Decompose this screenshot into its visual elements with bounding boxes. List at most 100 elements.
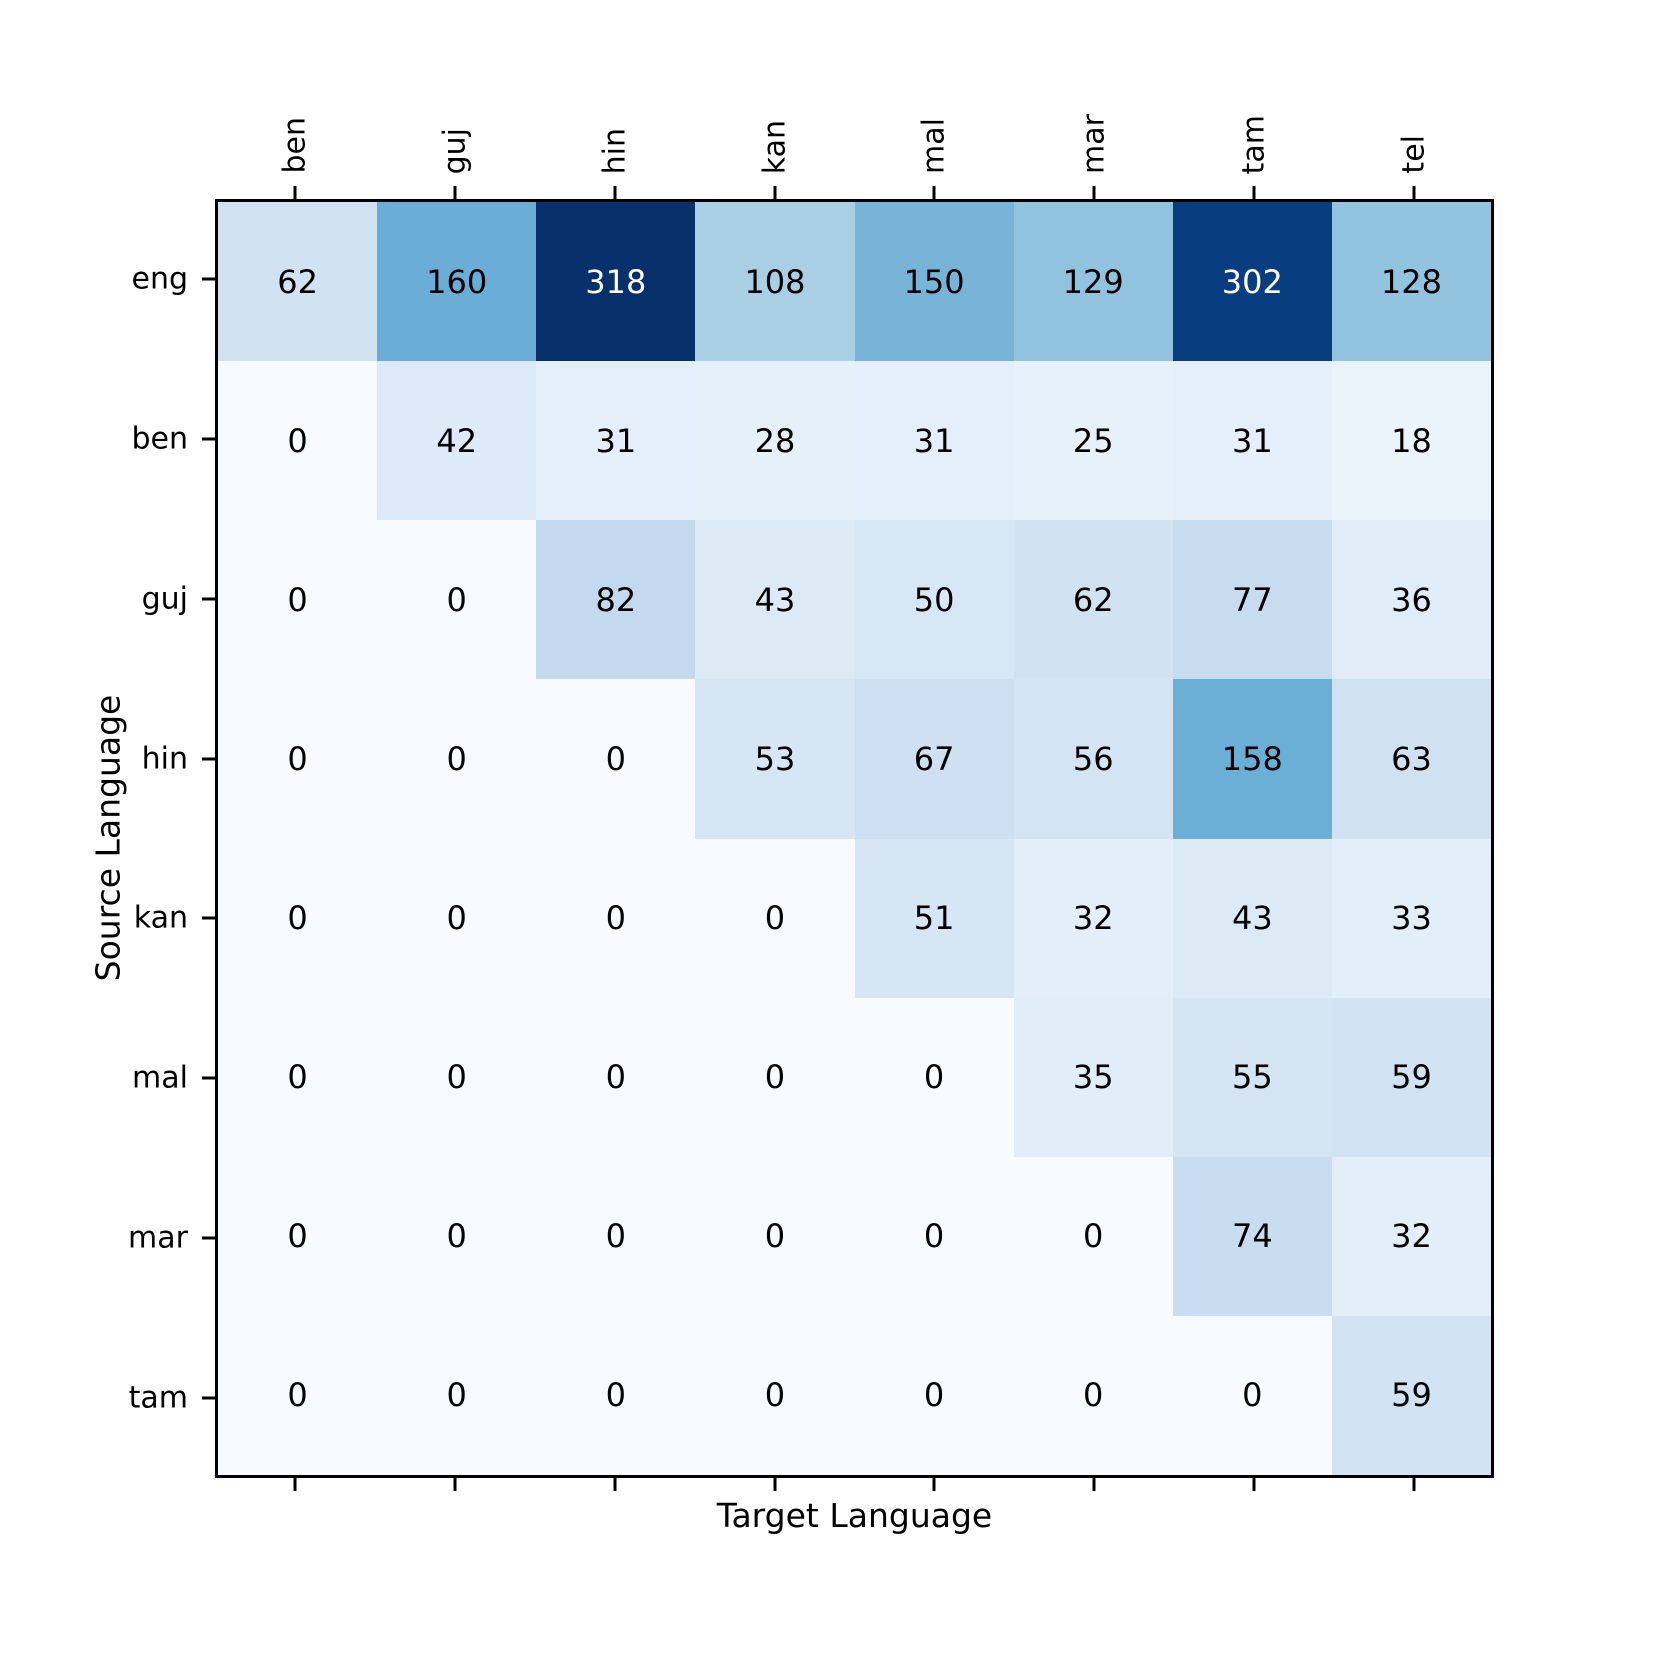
heatmap-cell-guj-kan: 43 — [695, 520, 855, 680]
x-ticks-bottom — [215, 1478, 1494, 1491]
heatmap-cell-guj-mal: 50 — [854, 520, 1014, 680]
heatmap-cell-ben-mal: 31 — [854, 361, 1014, 521]
x-tick-mark — [453, 1478, 457, 1491]
heatmap-cell-mar-ben: 0 — [218, 1156, 378, 1316]
heatmap-cell-ben-guj: 42 — [377, 361, 537, 521]
x-tick-mark — [932, 186, 936, 199]
x-tick-label-tam: tam — [1236, 114, 1272, 174]
heatmap-cell-ben-tel: 18 — [1331, 361, 1491, 521]
heatmap-cell-mal-tel: 59 — [1331, 997, 1491, 1157]
x-tick-mark — [293, 186, 297, 199]
y-tick-label-guj: guj — [141, 581, 188, 617]
heatmap-cell-kan-tam: 43 — [1172, 838, 1332, 998]
y-tick-mark — [202, 277, 215, 281]
heatmap-cell-mar-guj: 0 — [377, 1156, 537, 1316]
x-tick-label-kan: kan — [757, 119, 793, 174]
x-tick-label-tel: tel — [1396, 135, 1432, 174]
x-tick-label-guj: guj — [437, 127, 473, 174]
x-tick-mark — [1412, 1478, 1416, 1491]
heatmap-cell-eng-mal: 150 — [854, 202, 1014, 362]
y-tick-mark — [202, 1236, 215, 1240]
y-tick-label-eng: eng — [131, 261, 188, 297]
y-tick-mark — [202, 597, 215, 601]
x-tick-label-mal: mal — [916, 118, 952, 174]
heatmap-cell-hin-ben: 0 — [218, 679, 378, 839]
y-tick-label-kan: kan — [133, 900, 188, 936]
heatmap-cell-tam-mal: 0 — [854, 1315, 1014, 1475]
heatmap-cell-hin-mal: 67 — [854, 679, 1014, 839]
x-axis-title: Target Language — [716, 1496, 993, 1535]
x-tick-mark — [1092, 186, 1096, 199]
y-tick-label-hin: hin — [141, 741, 188, 777]
heatmap-grid: 62 160 318 108 150 129 302 128 0 42 31 28 31 25 31 18 0 0… — [215, 199, 1494, 1478]
heatmap-cell-ben-hin: 31 — [536, 361, 696, 521]
heatmap-cell-mal-kan: 0 — [695, 997, 855, 1157]
y-tick-mark — [202, 1396, 215, 1400]
heatmap-cell-ben-tam: 31 — [1172, 361, 1332, 521]
heatmap-cell-mar-kan: 0 — [695, 1156, 855, 1316]
heatmap-cell-ben-kan: 28 — [695, 361, 855, 521]
heatmap-cell-mar-mal: 0 — [854, 1156, 1014, 1316]
heatmap-cell-guj-hin: 82 — [536, 520, 696, 680]
y-tick-label-ben: ben — [131, 421, 188, 457]
heatmap-cell-kan-ben: 0 — [218, 838, 378, 998]
heatmap-cell-ben-ben: 0 — [218, 361, 378, 521]
heatmap-cell-tam-hin: 0 — [536, 1315, 696, 1475]
heatmap-cell-guj-ben: 0 — [218, 520, 378, 680]
heatmap-cell-kan-mar: 32 — [1013, 838, 1173, 998]
y-axis-title: Source Language — [88, 694, 128, 982]
heatmap-cell-mal-guj: 0 — [377, 997, 537, 1157]
x-tick-mark — [613, 186, 617, 199]
heatmap-cell-tam-tel: 59 — [1331, 1315, 1491, 1475]
heatmap-cell-tam-tam: 0 — [1172, 1315, 1332, 1475]
y-tick-label-mal: mal — [132, 1060, 188, 1096]
heatmap-cell-hin-guj: 0 — [377, 679, 537, 839]
y-tick-mark — [202, 437, 215, 441]
heatmap-cell-kan-tel: 33 — [1331, 838, 1491, 998]
x-tick-mark — [932, 1478, 936, 1491]
heatmap-cell-eng-hin: 318 — [536, 202, 696, 362]
y-tick-label-mar: mar — [128, 1220, 188, 1256]
x-ticks-top — [215, 186, 1494, 199]
heatmap-cell-eng-guj: 160 — [377, 202, 537, 362]
heatmap-cell-mal-hin: 0 — [536, 997, 696, 1157]
heatmap-cell-eng-kan: 108 — [695, 202, 855, 362]
x-tick-labels: ben guj hin kan mal mar tam tel — [215, 0, 1494, 180]
x-tick-mark — [453, 186, 457, 199]
heatmap-cell-eng-tel: 128 — [1331, 202, 1491, 362]
heatmap-cell-kan-kan: 0 — [695, 838, 855, 998]
heatmap-cell-ben-mar: 25 — [1013, 361, 1173, 521]
heatmap-cell-mar-tam: 74 — [1172, 1156, 1332, 1316]
x-tick-mark — [773, 1478, 777, 1491]
y-tick-mark — [202, 1076, 215, 1080]
x-tick-mark — [1252, 186, 1256, 199]
x-tick-label-hin: hin — [597, 127, 633, 174]
heatmap-cell-mal-mar: 35 — [1013, 997, 1173, 1157]
heatmap-cell-mal-mal: 0 — [854, 997, 1014, 1157]
heatmap-cell-kan-guj: 0 — [377, 838, 537, 998]
heatmap-cell-tam-kan: 0 — [695, 1315, 855, 1475]
heatmap-cell-tam-guj: 0 — [377, 1315, 537, 1475]
x-tick-mark — [1092, 1478, 1096, 1491]
heatmap-cell-eng-tam: 302 — [1172, 202, 1332, 362]
heatmap-cell-tam-mar: 0 — [1013, 1315, 1173, 1475]
x-tick-mark — [773, 186, 777, 199]
heatmap-cell-mar-hin: 0 — [536, 1156, 696, 1316]
heatmap-cell-hin-tam: 158 — [1172, 679, 1332, 839]
y-tick-mark — [202, 916, 215, 920]
heatmap-cell-mal-tam: 55 — [1172, 997, 1332, 1157]
heatmap-cell-hin-tel: 63 — [1331, 679, 1491, 839]
y-ticks — [202, 199, 215, 1478]
x-tick-mark — [613, 1478, 617, 1491]
x-tick-label-ben: ben — [277, 117, 313, 174]
heatmap-cell-hin-mar: 56 — [1013, 679, 1173, 839]
heatmap-cell-guj-tam: 77 — [1172, 520, 1332, 680]
x-tick-mark — [1252, 1478, 1256, 1491]
heatmap-cell-hin-kan: 53 — [695, 679, 855, 839]
heatmap-cell-kan-mal: 51 — [854, 838, 1014, 998]
heatmap-cell-eng-ben: 62 — [218, 202, 378, 362]
heatmap-cell-guj-tel: 36 — [1331, 520, 1491, 680]
heatmap-cell-eng-mar: 129 — [1013, 202, 1173, 362]
heatmap-cell-guj-mar: 62 — [1013, 520, 1173, 680]
